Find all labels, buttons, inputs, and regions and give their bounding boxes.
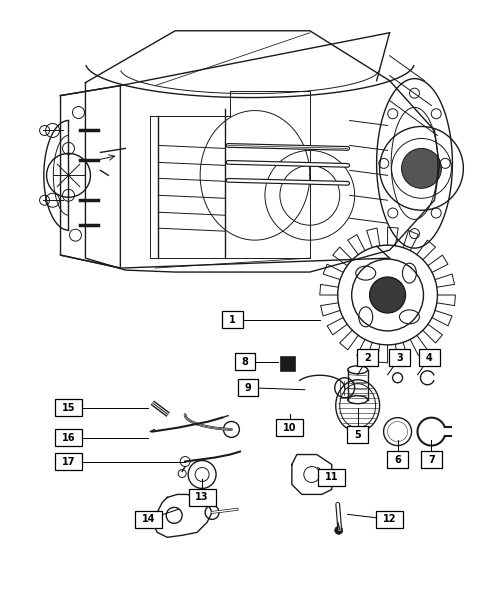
FancyBboxPatch shape <box>221 312 242 329</box>
FancyBboxPatch shape <box>386 451 407 468</box>
Text: 9: 9 <box>244 383 251 393</box>
Text: 15: 15 <box>61 403 75 413</box>
FancyBboxPatch shape <box>347 426 367 443</box>
Text: 7: 7 <box>427 455 434 465</box>
Text: 12: 12 <box>382 514 395 524</box>
FancyBboxPatch shape <box>55 453 82 470</box>
FancyBboxPatch shape <box>188 489 215 506</box>
Text: 4: 4 <box>425 353 432 363</box>
FancyBboxPatch shape <box>318 469 345 486</box>
FancyBboxPatch shape <box>234 353 255 370</box>
FancyBboxPatch shape <box>418 349 439 366</box>
FancyBboxPatch shape <box>375 511 402 528</box>
Bar <box>279 356 294 371</box>
FancyBboxPatch shape <box>276 419 302 436</box>
FancyBboxPatch shape <box>55 429 82 446</box>
Text: 16: 16 <box>61 432 75 442</box>
FancyBboxPatch shape <box>135 511 161 528</box>
Text: 5: 5 <box>354 429 360 439</box>
Text: 1: 1 <box>228 315 235 325</box>
Text: 8: 8 <box>241 357 248 367</box>
Text: 10: 10 <box>283 423 296 432</box>
FancyBboxPatch shape <box>237 379 258 396</box>
Circle shape <box>401 148 440 188</box>
Circle shape <box>334 527 342 534</box>
FancyBboxPatch shape <box>356 349 378 366</box>
Circle shape <box>369 277 405 313</box>
Text: 11: 11 <box>324 472 338 482</box>
Text: 2: 2 <box>363 353 370 363</box>
FancyBboxPatch shape <box>388 349 409 366</box>
Text: 6: 6 <box>393 455 400 465</box>
Text: 13: 13 <box>195 492 209 502</box>
Text: 3: 3 <box>395 353 402 363</box>
FancyBboxPatch shape <box>420 451 441 468</box>
FancyBboxPatch shape <box>55 399 82 416</box>
Text: 14: 14 <box>141 514 155 524</box>
Text: 17: 17 <box>61 456 75 466</box>
